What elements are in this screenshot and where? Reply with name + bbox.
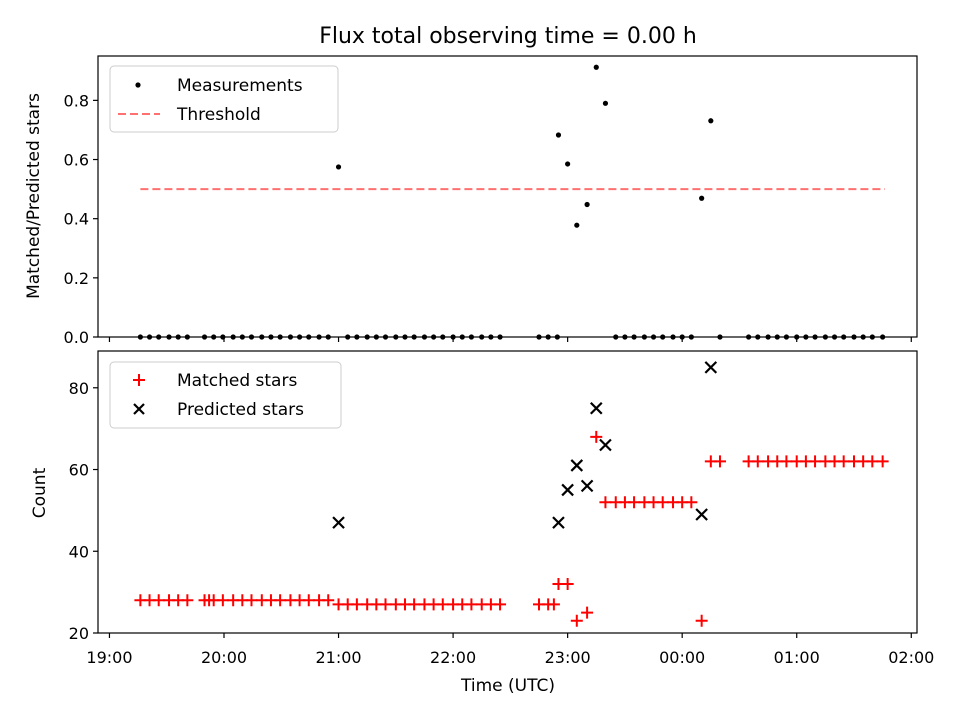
bottom-y-tick-label: 40: [69, 542, 89, 561]
bottom-panel: 20 40 60 80 19:00 20:00 21:00 22:00 23:00 00:00 0…: [69, 350, 934, 667]
matched-stars-point: [245, 594, 258, 607]
predicted-stars-point: [599, 438, 612, 452]
matched-stars-point: [590, 430, 603, 443]
matched-stars-point: [322, 594, 335, 607]
top-legend: Measurements Threshold: [109, 65, 339, 133]
bottom-x-ticks: 19:00 20:00 21:00 22:00 23:00 00:00 01:00 02:00: [86, 633, 934, 667]
legend-predicted-marker: [133, 403, 145, 415]
bottom-plot-marks: [134, 361, 889, 627]
matched-stars-point: [581, 606, 594, 619]
x-tick-label: 02:00: [888, 648, 934, 667]
predicted-stars-point: [704, 361, 718, 374]
matched-stars-point: [274, 594, 287, 607]
legend-matched-marker: [133, 374, 145, 386]
matched-stars-point: [436, 598, 449, 611]
top-y-tick-label: 0.2: [64, 269, 89, 288]
x-tick-label: 22:00: [430, 648, 476, 667]
matched-stars-point: [547, 598, 560, 611]
top-y-tick-label: 0.8: [64, 91, 89, 110]
top-y-tick-label: 0.0: [64, 328, 89, 347]
bottom-legend-box: [109, 361, 342, 429]
matched-stars-point: [685, 496, 698, 509]
top-y-tick-label: 0.6: [64, 151, 89, 170]
matched-stars-point: [628, 496, 641, 509]
measurement-point: [593, 64, 599, 70]
predicted-stars-point: [561, 483, 574, 497]
bottom-y-ticks: 20 40 60 80: [69, 379, 98, 643]
x-tick-label: 21:00: [315, 648, 361, 667]
measurement-point: [574, 222, 580, 228]
matched-stars-point: [408, 598, 421, 611]
legend-threshold-label: Threshold: [176, 105, 261, 125]
measurement-point: [335, 164, 342, 170]
bottom-legend: Matched stars Predicted stars: [109, 361, 342, 429]
matched-stars-point: [379, 598, 392, 611]
top-plot-frame: [97, 55, 918, 338]
predicted-stars-point: [580, 479, 594, 493]
top-legend-box: [109, 65, 339, 133]
matched-stars-point: [570, 614, 583, 627]
bottom-y-tick-label: 80: [69, 379, 89, 398]
matched-stars-point: [302, 594, 315, 607]
matched-stars-point: [713, 455, 726, 468]
bottom-plot-frame: [97, 350, 918, 634]
matched-stars-point: [216, 594, 229, 607]
x-axis-label: Time (UTC): [460, 676, 555, 696]
matched-stars-point: [751, 455, 764, 468]
measurement-point: [708, 118, 714, 124]
top-y-tick-label: 0.4: [64, 210, 89, 229]
measurement-point: [555, 132, 562, 138]
x-tick-label: 23:00: [545, 648, 591, 667]
top-x-ticks: [108, 337, 912, 342]
chart-title: Flux total observing time = 0.00 h: [319, 24, 697, 49]
legend-measurements-label: Measurements: [177, 76, 303, 96]
predicted-stars-point: [570, 459, 584, 472]
bottom-y-axis-label: Count: [30, 467, 50, 518]
x-tick-label: 19:00: [86, 648, 132, 667]
top-y-ticks: 0.0 0.2 0.4 0.6 0.8: [64, 91, 98, 347]
legend-matched-label: Matched stars: [177, 371, 297, 391]
bottom-y-tick-label: 20: [69, 624, 89, 643]
matched-stars-point: [152, 594, 165, 607]
predicted-stars-point: [332, 516, 345, 529]
top-y-axis-label: Matched/Predicted stars: [24, 93, 44, 299]
matched-stars-point: [695, 614, 708, 627]
matched-stars-point: [866, 455, 879, 468]
top-panel: 0.0 0.2 0.4 0.6 0.8 Measurements Threshold: [64, 55, 918, 347]
predicted-stars-point: [695, 508, 708, 521]
matched-stars-point: [465, 598, 478, 611]
legend-predicted-label: Predicted stars: [177, 400, 304, 420]
x-tick-label: 01:00: [774, 648, 820, 667]
matched-stars-point: [561, 577, 574, 590]
matched-stars-point: [494, 598, 507, 611]
bottom-y-tick-label: 60: [69, 461, 89, 480]
measurement-point: [699, 195, 705, 201]
matched-stars-point: [780, 455, 793, 468]
matched-stars-point: [350, 598, 363, 611]
matched-stars-point: [656, 496, 669, 509]
predicted-stars-point: [589, 401, 603, 415]
matched-stars-point: [599, 496, 612, 509]
matched-stars-point: [181, 594, 194, 607]
predicted-stars-point: [552, 516, 565, 529]
matched-stars-point: [876, 455, 889, 468]
measurement-point: [602, 100, 609, 106]
x-tick-label: 00:00: [659, 648, 705, 667]
measurement-point: [584, 201, 590, 208]
x-tick-label: 20:00: [201, 648, 247, 667]
matched-stars-point: [809, 455, 822, 468]
legend-measurements-marker: [135, 82, 141, 88]
measurement-point: [565, 161, 571, 167]
matched-stars-point: [837, 455, 850, 468]
